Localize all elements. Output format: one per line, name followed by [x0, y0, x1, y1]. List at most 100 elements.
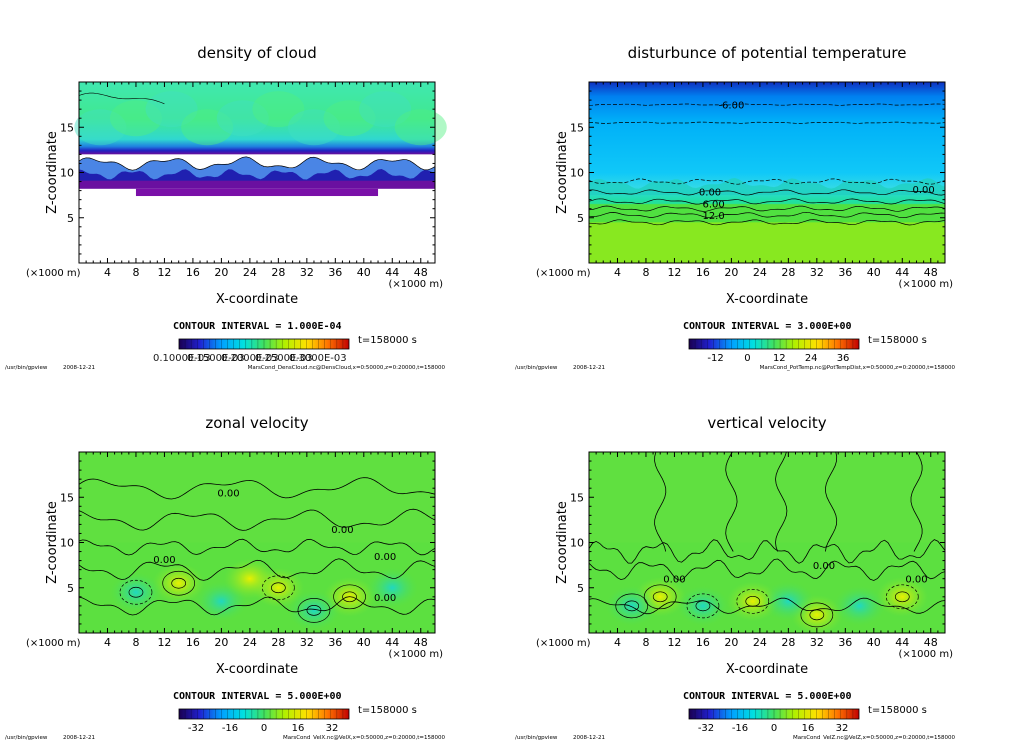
x-tick-label: 8 — [642, 636, 649, 649]
field-lower — [589, 222, 945, 263]
footer-program-path: /usr/bin/gpview — [515, 735, 558, 740]
contour-ring-inner — [624, 600, 640, 612]
x-axis-label: X-coordinate — [216, 662, 298, 677]
colorbar-tick-label: 24 — [805, 353, 818, 364]
contour-label: 12.0 — [702, 211, 724, 222]
x-tick-label: 28 — [781, 636, 795, 649]
contour-line — [78, 538, 436, 556]
contour-ring — [885, 584, 919, 610]
field-blob — [74, 109, 127, 146]
x-tick-label: 28 — [271, 266, 285, 279]
x-unit-label: (×1000 m) — [898, 279, 953, 290]
x-tick-label: 40 — [867, 636, 881, 649]
colorbar-tick-label: 0 — [744, 353, 750, 364]
field-blob — [145, 91, 198, 128]
time-label: t=158000 s — [868, 705, 927, 716]
field-upper — [589, 452, 945, 543]
x-tick-label: 24 — [753, 266, 767, 279]
contour-interval-text: CONTOUR INTERVAL = 1.000E-04 — [173, 321, 342, 332]
contour-ring-inner — [342, 591, 357, 603]
x-tick-label: 44 — [895, 636, 909, 649]
contour-line — [725, 451, 738, 552]
contour-ring — [119, 579, 153, 605]
field-blob — [287, 109, 340, 146]
x-tick-label: 4 — [104, 266, 111, 279]
negative-blob — [109, 572, 162, 613]
contour-line — [78, 156, 436, 171]
field-blob — [394, 109, 447, 146]
time-label: t=158000 s — [868, 335, 927, 346]
field-shading — [74, 82, 447, 263]
x-tick-label: 24 — [243, 636, 257, 649]
x-tick-label: 44 — [895, 266, 909, 279]
colorbar-tick-label: 0 — [261, 723, 267, 734]
x-tick-label: 32 — [300, 266, 314, 279]
footer-date: 2008-12-21 — [63, 365, 95, 371]
cloud-layer-purple-lower — [135, 188, 379, 197]
x-tick-label: 32 — [810, 636, 824, 649]
x-tick-label: 48 — [414, 636, 428, 649]
contour-lines: 0.00 0.00 0.00 — [588, 451, 946, 628]
contour-label: 0.00 — [905, 575, 927, 586]
contour-label: 0.00 — [374, 593, 396, 604]
footer-program-path: /usr/bin/gpview — [515, 365, 558, 371]
contour-ring — [262, 575, 295, 601]
x-tick-label: 36 — [838, 636, 852, 649]
colorbar-tick-label: 0.2500E-03 — [255, 353, 313, 364]
x-tick-label: 40 — [357, 636, 371, 649]
x-tick-label: 32 — [810, 266, 824, 279]
colorbar-tick-label: 0.2000E-03 — [221, 353, 279, 364]
field-blob — [359, 91, 412, 128]
x-tick-label: 48 — [924, 266, 938, 279]
y-axis-label: Z-coordinate — [45, 131, 60, 214]
y-axis-label: Z-coordinate — [45, 501, 60, 584]
contour-label: 0.00 — [153, 555, 175, 566]
x-tick-label: 12 — [667, 636, 681, 649]
contour-ring-inner — [171, 577, 187, 589]
contour-label: 0.00 — [913, 185, 935, 196]
contour-ring — [162, 570, 196, 596]
contour-line — [588, 597, 946, 615]
contour-ring-inner — [745, 595, 761, 607]
footer-program-path: /usr/bin/gpview — [5, 365, 48, 371]
negative-blob — [762, 581, 815, 622]
footer-source-info: MarsCond_VelX.nc@VelX,x=0:50000,z=0:2000… — [283, 735, 446, 740]
y-unit-label: (×1000 m) — [26, 268, 81, 279]
chart-title: vertical velocity — [707, 414, 826, 432]
y-tick-label: 10 — [570, 167, 584, 180]
colorbar-tick-label: 0.1500E-03 — [187, 353, 245, 364]
contour-line — [588, 103, 946, 106]
colorbar-tick-label: 16 — [292, 723, 305, 734]
colorbar-tick-label: 32 — [836, 723, 849, 734]
positive-blob — [726, 581, 779, 622]
x-axis-label: X-coordinate — [726, 662, 808, 677]
colorbar-tick-label: 12 — [773, 353, 786, 364]
x-tick-label: 20 — [214, 266, 228, 279]
contour-ring — [297, 598, 331, 623]
x-tick-label: 16 — [186, 266, 200, 279]
x-tick-label: 12 — [667, 266, 681, 279]
footer-source-info: MarsCond_PotTemp.nc@PotTempDist,x=0:5000… — [760, 365, 956, 371]
negative-blob — [605, 585, 658, 626]
field-shading — [589, 452, 945, 635]
contour-lines — [78, 92, 436, 171]
contour-ring — [686, 593, 720, 619]
y-tick-label: 5 — [577, 582, 584, 595]
contour-ring-inner — [894, 591, 910, 603]
colorbar-tick-label: 36 — [837, 353, 850, 364]
x-tick-label: 12 — [157, 636, 171, 649]
contour-line — [588, 121, 946, 124]
contour-line — [588, 558, 946, 581]
time-label: t=158000 s — [358, 335, 417, 346]
y-tick-label: 15 — [570, 121, 584, 134]
x-unit-label: (×1000 m) — [388, 279, 443, 290]
field-mid — [589, 204, 945, 223]
y-axis-label: Z-coordinate — [555, 501, 570, 584]
y-tick-label: 10 — [570, 537, 584, 550]
contour-line — [775, 451, 788, 552]
x-tick-label: 16 — [696, 266, 710, 279]
